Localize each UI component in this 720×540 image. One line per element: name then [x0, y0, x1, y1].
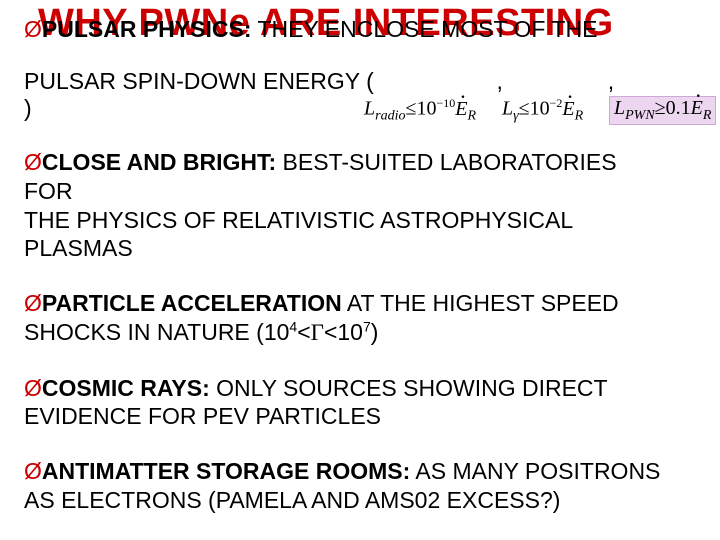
bullet-1-lead: PULSAR PHYSICS:	[42, 16, 252, 42]
gamma-symbol: Γ	[311, 320, 324, 345]
comma-2: ,	[608, 68, 614, 94]
bullet-2: ØCLOSE AND BRIGHT: BEST-SUITED LABORATOR…	[24, 148, 696, 263]
bullet-2-rest: BEST-SUITED LABORATORIES	[276, 149, 616, 175]
bullet-icon: Ø	[24, 149, 42, 175]
bullet-4-rest: ONLY SOURCES SHOWING DIRECT	[210, 375, 608, 401]
bullet-3-line2-pre: SHOCKS IN NATURE (10	[24, 319, 289, 345]
bullet-1-line-1: ØPULSAR PHYSICS: THEY ENCLOSE MOST OF TH…	[24, 16, 597, 43]
bullet-2-line2: FOR	[24, 178, 73, 204]
formula-2: Lγ≤10−2ER	[502, 96, 583, 125]
bullet-icon: Ø	[24, 458, 42, 484]
formula-1: Lradio≤10−10ER	[364, 96, 476, 125]
bullet-2-line4: PLASMAS	[24, 235, 133, 261]
bullet-4-line2: EVIDENCE FOR PEV PARTICLES	[24, 403, 381, 429]
bullet-5: ØANTIMATTER STORAGE ROOMS: AS MANY POSIT…	[24, 457, 696, 515]
formula-3: LPWN≥0.1ER	[609, 96, 716, 125]
lt-1: <	[297, 319, 310, 345]
bullet-1-line-2: PULSAR SPIN-DOWN ENERGY ( , ,	[24, 68, 696, 95]
bullet-4-lead: COSMIC RAYS:	[42, 375, 210, 401]
bullet-5-rest: AS MANY POSITRONS	[410, 458, 660, 484]
bullet-5-lead: ANTIMATTER STORAGE ROOMS:	[42, 458, 410, 484]
lt-2: <10	[324, 319, 363, 345]
comma-1: ,	[497, 68, 503, 94]
bullet-1-line2-pre: PULSAR SPIN-DOWN ENERGY (	[24, 68, 374, 94]
bullet-icon: Ø	[24, 375, 42, 401]
slide-container: WHY PWNe ARE INTERESTING ØPULSAR PHYSICS…	[0, 0, 720, 523]
bullet-3-rest: AT THE HIGHEST SPEED	[342, 290, 619, 316]
bullet-3-line2-post: )	[371, 319, 379, 345]
bullet-2-lead: CLOSE AND BRIGHT:	[42, 149, 276, 175]
header-area: WHY PWNe ARE INTERESTING ØPULSAR PHYSICS…	[24, 8, 696, 68]
bullet-icon: Ø	[24, 290, 42, 316]
bullet-2-line3: THE PHYSICS OF RELATIVISTIC ASTROPHYSICA…	[24, 207, 573, 233]
bullet-1-close: )	[24, 95, 696, 122]
bullet-4: ØCOSMIC RAYS: ONLY SOURCES SHOWING DIREC…	[24, 374, 696, 432]
bullet-icon: Ø	[24, 16, 42, 42]
bullet-3-lead: PARTICLE ACCELERATION	[42, 290, 342, 316]
bullet-3: ØPARTICLE ACCELERATION AT THE HIGHEST SP…	[24, 289, 696, 348]
exp-7: 7	[363, 318, 371, 334]
bullet-5-line2: AS ELECTRONS (PAMELA AND AMS02 EXCESS?)	[24, 487, 560, 513]
bullet-1-rest: THEY ENCLOSE MOST OF THE	[251, 16, 597, 42]
